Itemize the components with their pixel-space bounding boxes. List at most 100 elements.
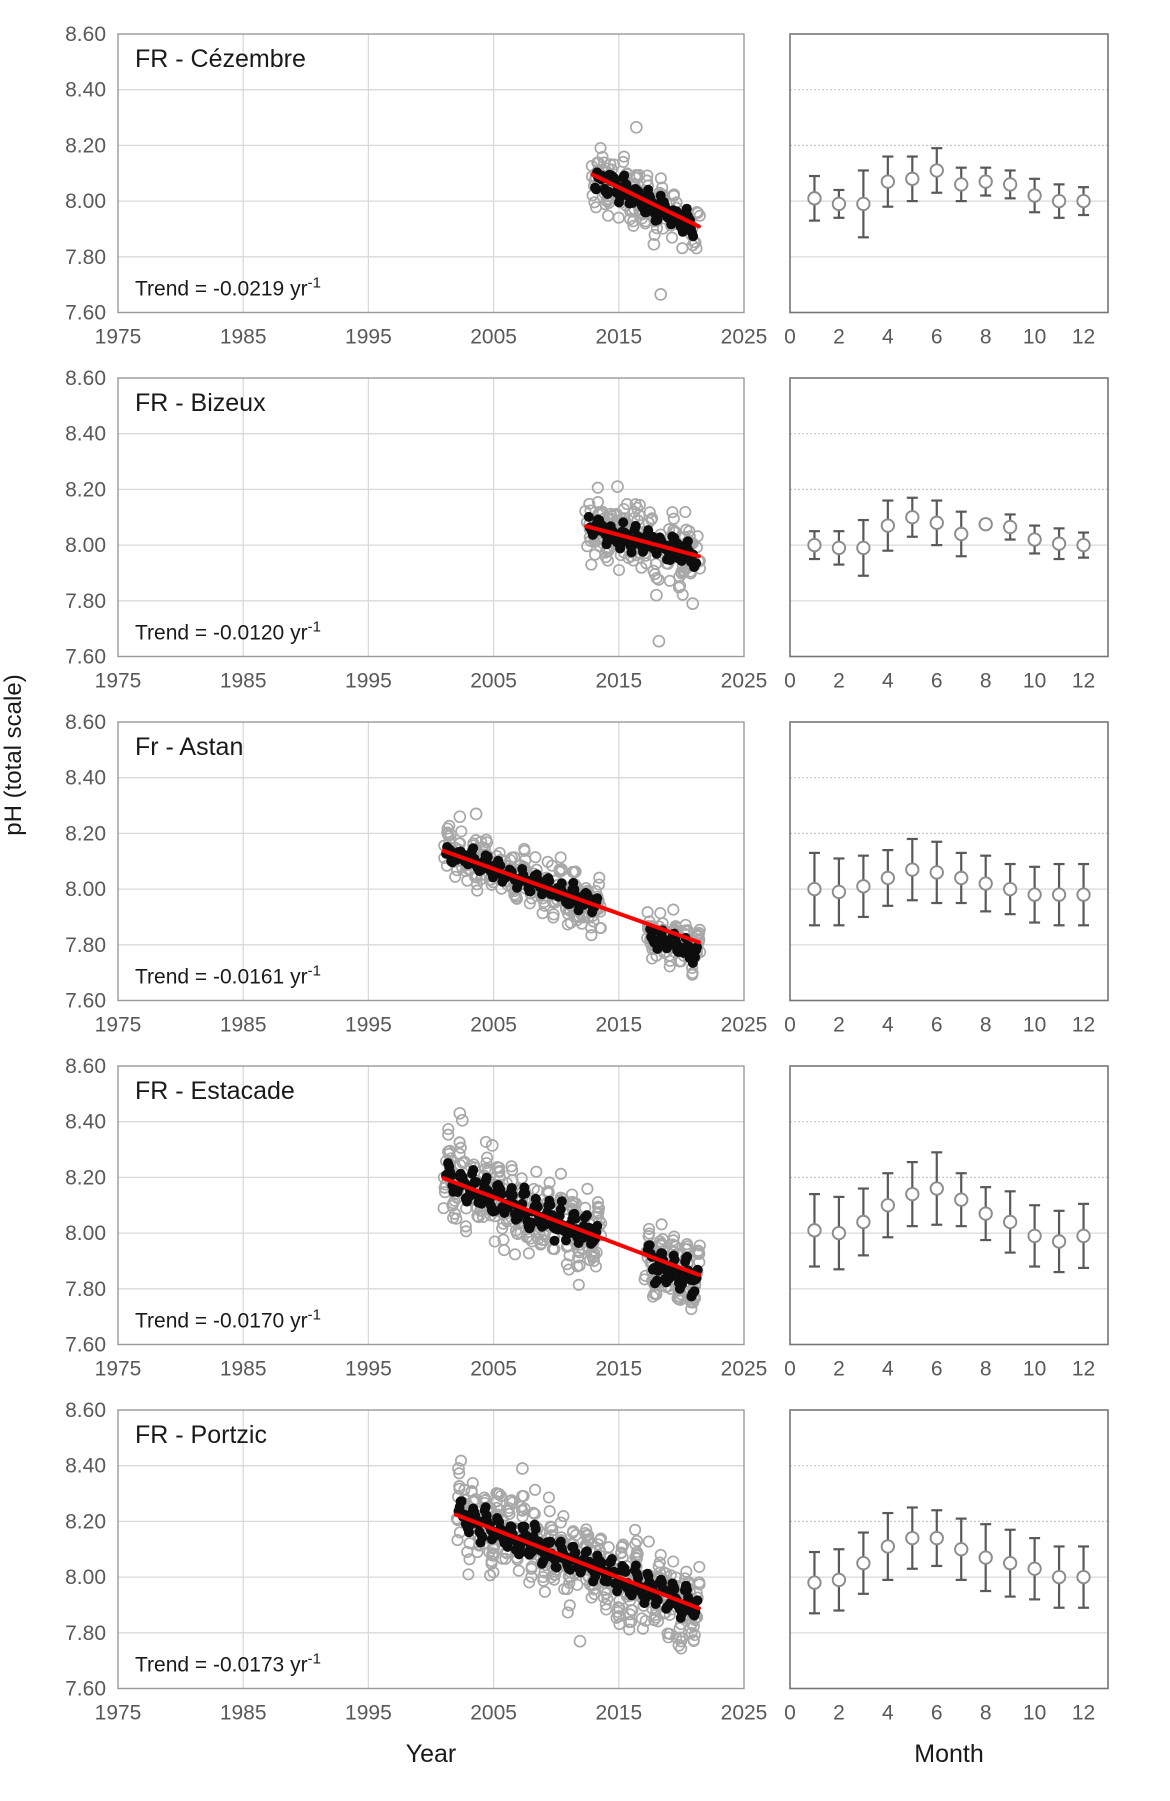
panel-border xyxy=(789,1409,1109,1690)
timeseries-panel-fr-portzic: FR - Portzic Trend = -0.0173 yr-1 xyxy=(117,1409,745,1690)
gray-observation-point xyxy=(680,1238,694,1251)
gray-observation-point xyxy=(591,1196,605,1209)
black-mean-point xyxy=(630,1560,641,1571)
trend-label-superscript: -1 xyxy=(308,275,321,292)
trend-label: Trend = -0.0219 yr-1 xyxy=(135,275,321,301)
month-tick-label: 12 xyxy=(1072,670,1095,693)
month-tick-label: 0 xyxy=(784,1014,796,1037)
gray-observation-point xyxy=(516,1510,529,1523)
monthly-mean-point xyxy=(831,1225,847,1241)
year-tick-label: 1985 xyxy=(220,1014,267,1037)
gray-observation-point xyxy=(656,222,670,235)
gray-observation-point xyxy=(477,1210,490,1224)
outlier-point xyxy=(469,807,483,821)
monthly-mean-point xyxy=(1076,193,1091,209)
black-mean-point xyxy=(584,1222,594,1233)
black-mean-point xyxy=(592,893,603,904)
y-tick-label: 8.20 xyxy=(65,1510,106,1533)
gray-observation-point xyxy=(624,213,637,226)
monthly-mean-point xyxy=(831,1572,847,1588)
black-mean-point xyxy=(477,1532,488,1543)
gray-observation-point xyxy=(676,242,689,255)
black-mean-point xyxy=(561,1235,571,1246)
y-tick-label: 8.00 xyxy=(65,1222,106,1245)
gray-observation-point xyxy=(627,215,640,228)
black-mean-point xyxy=(583,511,594,522)
monthly-mean-point xyxy=(1051,1234,1067,1249)
gray-observation-point xyxy=(472,1211,485,1224)
monthly-mean-point xyxy=(856,540,871,556)
gray-observation-point xyxy=(598,156,611,169)
month-tick-label: 10 xyxy=(1023,1358,1046,1381)
gray-observation-point xyxy=(538,1585,551,1598)
outlier-point xyxy=(647,237,661,251)
black-mean-point xyxy=(682,1251,693,1262)
month-tick-label: 0 xyxy=(784,1358,796,1381)
black-mean-point xyxy=(570,1213,581,1224)
gray-observation-point xyxy=(497,1217,510,1230)
y-tick-label: 7.60 xyxy=(65,1678,106,1701)
black-mean-point xyxy=(691,558,702,569)
gray-observation-point xyxy=(676,588,689,601)
gray-observation-point xyxy=(602,209,615,222)
month-tick-label: 0 xyxy=(784,670,796,693)
monthly-errorbar xyxy=(807,174,822,222)
gray-observation-point xyxy=(475,835,488,848)
gray-observation-point xyxy=(617,150,631,163)
gray-observation-point xyxy=(654,1548,667,1561)
black-mean-point xyxy=(620,1566,631,1577)
year-tick-label: 2025 xyxy=(721,326,768,349)
month-tick-label: 2 xyxy=(833,326,845,349)
month-tick-label: 2 xyxy=(833,670,845,693)
gray-observation-point xyxy=(523,897,536,910)
gray-observation-point xyxy=(611,1605,624,1619)
gray-observation-point xyxy=(667,512,680,525)
gray-observation-point xyxy=(591,495,605,509)
monthly-errorbar xyxy=(880,155,895,208)
monthly-errorbar xyxy=(1003,513,1018,541)
black-mean-point xyxy=(519,1521,530,1532)
gray-observation-point xyxy=(654,172,667,185)
black-mean-point xyxy=(640,1593,651,1604)
monthly-mean-point xyxy=(831,884,847,900)
monthly-errorbar xyxy=(880,1511,895,1581)
panel-border xyxy=(789,1065,1109,1346)
monthly-errorbar xyxy=(1051,183,1067,219)
black-mean-point xyxy=(526,1217,537,1228)
outlier-point xyxy=(650,588,663,602)
gray-observation-point xyxy=(496,1222,509,1235)
y-tick-label: 8.00 xyxy=(65,190,106,213)
monthly-errorbar xyxy=(831,530,847,566)
gray-observation-point xyxy=(525,1570,538,1583)
year-tick-label: 1975 xyxy=(95,670,142,693)
monthly-errorbar xyxy=(978,1523,993,1593)
monthly-errorbar xyxy=(929,147,944,194)
year-tick-label: 2025 xyxy=(721,1014,768,1037)
gray-observation-point xyxy=(577,911,590,924)
black-mean-point xyxy=(592,1220,603,1231)
gray-observation-point xyxy=(646,1290,660,1303)
gray-observation-point xyxy=(454,1454,468,1467)
gray-observation-point xyxy=(554,851,567,864)
gray-observation-point xyxy=(443,819,456,832)
monthly-errorbar xyxy=(954,851,969,905)
monthly-mean-point xyxy=(954,177,969,192)
gray-observation-point xyxy=(591,1200,605,1213)
gray-observation-point xyxy=(600,1603,613,1616)
monthly-errorbar xyxy=(905,837,920,902)
outlier-point xyxy=(485,1139,499,1152)
monthly-errorbar xyxy=(929,499,944,547)
trend-label: Trend = -0.0120 yr-1 xyxy=(135,619,321,645)
year-tick-label: 1985 xyxy=(220,670,267,693)
month-tick-label: 2 xyxy=(833,1702,845,1725)
gray-observation-point xyxy=(655,1218,668,1231)
month-tick-label: 10 xyxy=(1023,326,1046,349)
gray-observation-point xyxy=(530,1165,543,1178)
monthly-errorbar xyxy=(1051,1209,1067,1274)
year-tick-label: 1975 xyxy=(95,326,142,349)
monthly-errorbar xyxy=(978,166,993,197)
month-tick-label: 4 xyxy=(882,326,894,349)
gray-observation-point xyxy=(612,563,626,577)
gray-observation-point xyxy=(538,899,551,912)
gray-observation-point xyxy=(516,1504,529,1517)
